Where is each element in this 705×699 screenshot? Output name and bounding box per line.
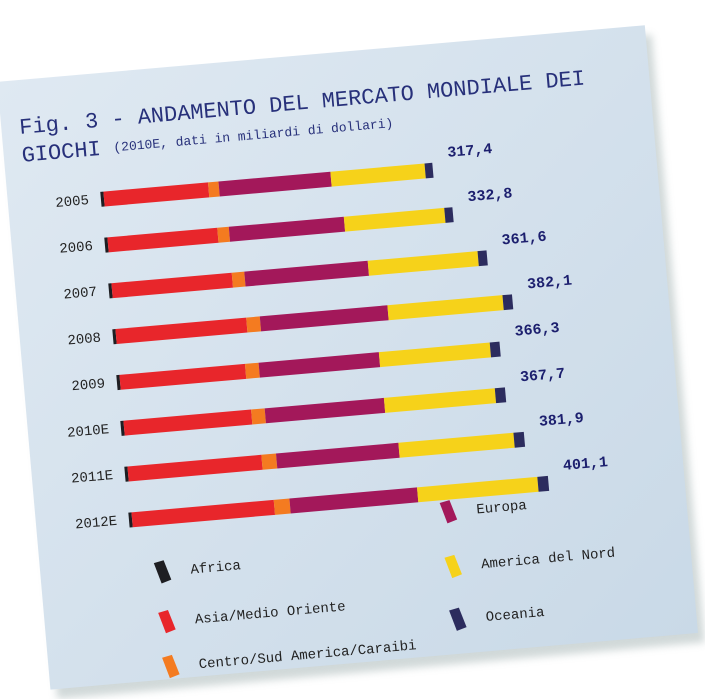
legend-swatch	[158, 610, 176, 634]
bar-segment	[398, 432, 515, 458]
bar-segment	[127, 454, 263, 482]
legend-label: Europa	[476, 498, 528, 518]
bar-segment	[207, 181, 220, 198]
bar-segment	[217, 226, 231, 243]
total-label: 381,9	[538, 410, 584, 431]
bar-segment	[246, 316, 262, 333]
bar-segment	[120, 420, 125, 436]
bar-segment	[107, 227, 219, 253]
bar-segment	[343, 207, 446, 232]
bar-segment	[261, 453, 278, 470]
legend-swatch	[449, 607, 467, 631]
y-tick-label: 2009	[71, 376, 106, 395]
bar-segment	[103, 182, 210, 207]
y-tick-label: 2010E	[67, 422, 110, 442]
y-tick-label: 2011E	[71, 468, 114, 488]
total-label: 366,3	[514, 320, 560, 341]
bar-segment	[231, 271, 246, 288]
bar-segment	[537, 475, 550, 492]
y-tick-label: 2007	[63, 285, 98, 304]
y-tick-label: 2012E	[75, 514, 118, 534]
y-tick-label: 2005	[55, 193, 90, 212]
bar-segment	[218, 171, 332, 197]
bar-segment	[258, 352, 381, 378]
bar-segment	[112, 329, 117, 345]
total-label: 367,7	[519, 366, 565, 387]
bar-segment	[111, 272, 234, 299]
legend-swatch	[162, 654, 180, 679]
bar-segment	[417, 476, 539, 503]
bar-segment	[378, 342, 492, 368]
bar-segment	[424, 162, 434, 179]
bar-segment	[228, 216, 346, 242]
bar-segment	[128, 512, 133, 528]
y-tick-label: 2006	[59, 239, 94, 258]
bar-segment	[104, 237, 109, 253]
total-label: 317,4	[447, 141, 493, 162]
bar-segment	[123, 409, 253, 436]
bar-segment	[273, 498, 291, 515]
total-label: 332,8	[467, 185, 513, 206]
card-group: Fig. 3 - ANDAMENTO DEL MERCATO MONDIALE …	[0, 25, 705, 699]
bar-segment	[513, 431, 526, 448]
bar-segment	[124, 466, 129, 482]
bar-segment	[251, 408, 266, 425]
bar-segment	[275, 442, 400, 469]
total-label: 382,1	[526, 273, 572, 294]
bar-segment	[367, 251, 479, 276]
bar-segment	[116, 374, 121, 391]
bar-segment	[108, 283, 113, 299]
bar-segment	[115, 317, 248, 344]
total-label: 361,6	[501, 229, 547, 250]
bar-segment	[330, 163, 426, 187]
bar-segment	[119, 363, 247, 390]
legend-swatch	[153, 560, 172, 584]
y-tick-label: 2008	[67, 331, 102, 350]
bar-segment	[489, 341, 501, 358]
bar-segment	[244, 362, 260, 379]
legend-swatch	[439, 500, 458, 524]
bar-segment	[100, 191, 105, 207]
bar-segment	[264, 397, 386, 424]
bar-segment	[444, 207, 454, 223]
bar-segment	[259, 305, 389, 332]
bar-segment	[494, 387, 507, 404]
bar-segment	[383, 388, 497, 413]
legend-label: Oceania	[485, 605, 545, 626]
legend-swatch	[444, 554, 462, 579]
bar-segment	[387, 295, 504, 321]
bar-segment	[131, 499, 276, 528]
bar-segment	[244, 260, 369, 287]
bar-segment	[502, 294, 514, 311]
legend-label: Africa	[190, 558, 242, 578]
total-label: 401,1	[562, 454, 608, 475]
bar-segment	[477, 250, 488, 267]
bar-segment	[289, 487, 419, 514]
